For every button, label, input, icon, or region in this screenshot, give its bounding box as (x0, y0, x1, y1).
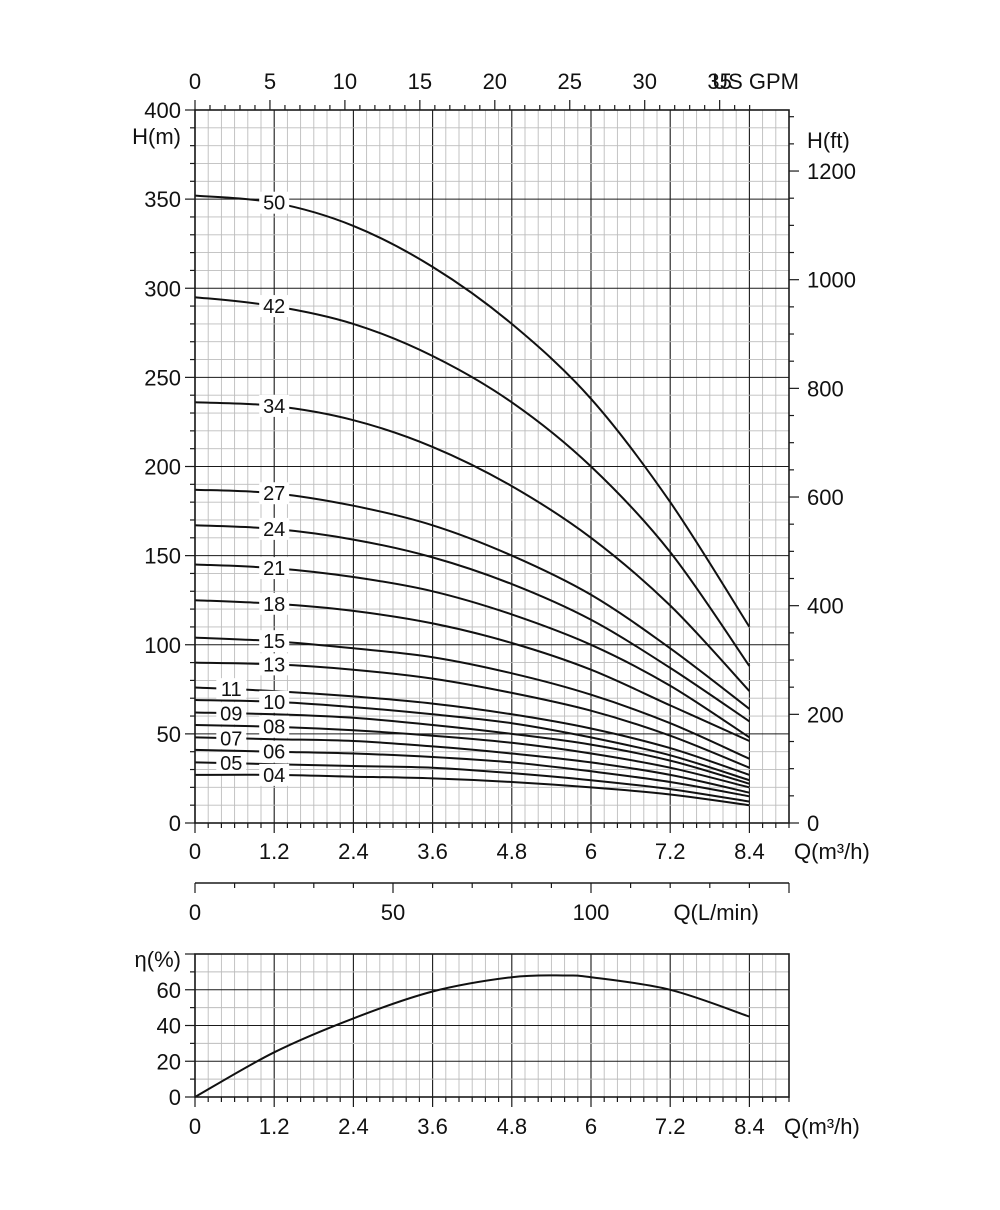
curve-label-34: 34 (263, 396, 285, 418)
eff-y-axis-label: η(%) (135, 947, 181, 972)
curve-label-bg (216, 702, 247, 725)
lpm-tick-label: 50 (381, 900, 405, 925)
curve-label-bg (259, 653, 290, 676)
head-curve-09 (194, 711, 750, 785)
curve-label-bg (259, 295, 290, 318)
curve-label-bg (259, 482, 290, 505)
eff-x-tick-label: 8.4 (734, 1114, 765, 1139)
eff-x-tick-label: 7.2 (655, 1114, 686, 1139)
eff-y-tick-label: 0 (169, 1085, 181, 1110)
curve-label-04: 04 (263, 765, 285, 787)
gpm-tick-label: 30 (632, 69, 656, 94)
x-tick-label: 8.4 (734, 839, 765, 864)
x-tick-label: 4.8 (497, 839, 528, 864)
eff-x-tick-label: 6 (585, 1114, 597, 1139)
gpm-axis-label: US GPM (712, 69, 799, 94)
y-tick-label: 350 (144, 187, 181, 212)
head-curve-50 (194, 194, 751, 628)
x-tick-label: 7.2 (655, 839, 686, 864)
y-tick-label: 100 (144, 633, 181, 658)
curve-label-13: 13 (263, 654, 285, 676)
curve-label-bg (259, 690, 290, 713)
curve-label-11: 11 (221, 679, 242, 701)
x-tick-label: 3.6 (417, 839, 448, 864)
y-tick-label: 400 (144, 98, 181, 123)
curve-label-15: 15 (263, 631, 285, 653)
eff-x-tick-label: 3.6 (417, 1114, 448, 1139)
curve-label-bg (259, 557, 290, 580)
head-curve-07 (194, 736, 750, 794)
eff-x-tick-label: 1.2 (259, 1114, 290, 1139)
gpm-tick-label: 5 (264, 69, 276, 94)
curve-label-bg (216, 678, 247, 701)
curve-label-18: 18 (263, 594, 285, 616)
y-tick-label: 0 (169, 811, 181, 836)
curve-label-bg (259, 517, 290, 540)
x-tick-label: 2.4 (338, 839, 369, 864)
gpm-tick-label: 10 (333, 69, 357, 94)
eff-x-axis-label: Q(m³/h) (784, 1114, 860, 1139)
curve-label-42: 42 (263, 296, 285, 318)
y-tick-label: 200 (144, 455, 181, 480)
ft-axis-label: H(ft) (807, 128, 850, 153)
y-axis-label: H(m) (132, 124, 181, 149)
ft-tick-label: 400 (807, 594, 844, 619)
gpm-tick-label: 35 (707, 69, 731, 94)
curve-label-27: 27 (263, 483, 285, 505)
curve-label-bg (216, 752, 247, 775)
ft-tick-label: 200 (807, 702, 844, 727)
eff-y-tick-label: 20 (157, 1049, 181, 1074)
head-curve-34 (194, 401, 751, 692)
eff-x-tick-label: 4.8 (497, 1114, 528, 1139)
curve-label-07: 07 (220, 728, 242, 750)
curve-label-10: 10 (263, 692, 285, 714)
curve-label-24: 24 (263, 519, 285, 541)
ft-tick-label: 1200 (807, 159, 856, 184)
head-curve-42 (194, 296, 751, 667)
y-tick-label: 150 (144, 544, 181, 569)
x-tick-label: 0 (189, 839, 201, 864)
curve-label-bg (259, 592, 290, 615)
gpm-tick-label: 25 (558, 69, 582, 94)
lpm-axis-label: Q(L/min) (673, 900, 759, 925)
x-axis-label: Q(m³/h) (794, 839, 870, 864)
lpm-tick-label: 0 (189, 900, 201, 925)
x-tick-label: 6 (585, 839, 597, 864)
curve-label-bg (259, 763, 290, 786)
curve-label-bg (259, 740, 290, 763)
curve-label-21: 21 (263, 558, 285, 580)
gpm-tick-label: 15 (408, 69, 432, 94)
curve-label-05: 05 (220, 753, 242, 775)
curve-label-06: 06 (263, 742, 285, 764)
lpm-tick-label: 100 (573, 900, 610, 925)
y-tick-label: 250 (144, 365, 181, 390)
efficiency-curve (194, 974, 750, 1098)
curve-label-bg (259, 715, 290, 738)
ft-tick-label: 0 (807, 811, 819, 836)
eff-y-tick-label: 40 (157, 1014, 181, 1039)
x-tick-label: 1.2 (259, 839, 290, 864)
curve-label-bg (259, 394, 290, 417)
ft-tick-label: 800 (807, 376, 844, 401)
curve-label-50: 50 (263, 193, 285, 215)
y-tick-label: 300 (144, 276, 181, 301)
eff-x-tick-label: 2.4 (338, 1114, 369, 1139)
y-tick-label: 50 (157, 722, 181, 747)
curve-label-bg (216, 727, 247, 750)
curve-label-bg (259, 630, 290, 653)
gpm-tick-label: 20 (483, 69, 507, 94)
ft-tick-label: 1000 (807, 268, 856, 293)
gpm-tick-label: 0 (189, 69, 201, 94)
ft-tick-label: 600 (807, 485, 844, 510)
curve-label-08: 08 (263, 717, 285, 739)
eff-x-tick-label: 0 (189, 1114, 201, 1139)
curve-label-bg (259, 191, 290, 214)
eff-y-tick-label: 60 (157, 978, 181, 1003)
curve-label-09: 09 (220, 703, 242, 725)
